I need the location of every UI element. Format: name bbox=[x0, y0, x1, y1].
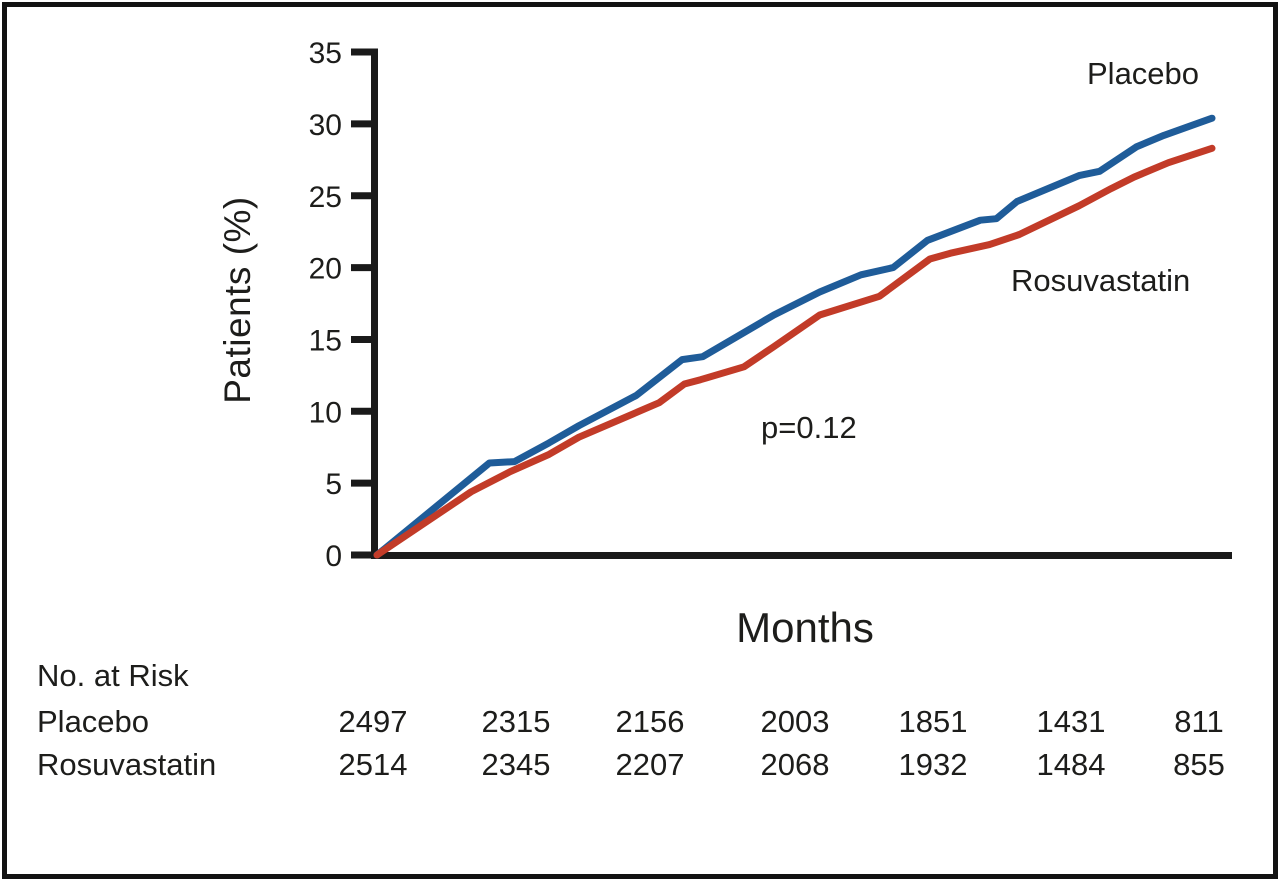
rosuvastatin-curve-label: Rosuvastatin bbox=[1011, 263, 1191, 298]
y-tick-label: 10 bbox=[309, 396, 342, 429]
risk-count: 811 bbox=[1174, 704, 1224, 739]
risk-table-header: No. at Risk bbox=[37, 658, 189, 693]
y-tick-label: 35 bbox=[309, 37, 342, 70]
risk-count: 1851 bbox=[898, 704, 968, 739]
risk-count: 1932 bbox=[898, 747, 968, 782]
p-value-annotation: p=0.12 bbox=[761, 410, 857, 445]
risk-count: 2497 bbox=[338, 704, 408, 739]
placebo-curve-label: Placebo bbox=[1087, 56, 1200, 91]
risk-count: 2514 bbox=[338, 747, 408, 782]
risk-count: 2315 bbox=[481, 704, 551, 739]
risk-row-label-rosuvastatin: Rosuvastatin bbox=[37, 747, 217, 782]
risk-count: 2068 bbox=[760, 747, 830, 782]
y-tick-label: 20 bbox=[309, 253, 342, 286]
risk-count: 1431 bbox=[1036, 704, 1106, 739]
y-axis-title: Patients (%) bbox=[217, 196, 258, 404]
risk-count: 2345 bbox=[481, 747, 551, 782]
y-tick-label: 5 bbox=[325, 468, 342, 501]
risk-count: 2207 bbox=[615, 747, 685, 782]
risk-count: 1484 bbox=[1036, 747, 1106, 782]
y-tick-label: 25 bbox=[309, 181, 342, 214]
risk-count: 855 bbox=[1173, 747, 1225, 782]
y-tick-label: 15 bbox=[309, 324, 342, 357]
y-tick-label: 30 bbox=[309, 109, 342, 142]
y-tick-label: 0 bbox=[325, 540, 342, 573]
rosuvastatin-curve bbox=[373, 144, 1216, 559]
risk-count: 2156 bbox=[615, 704, 685, 739]
placebo-curve bbox=[373, 114, 1216, 559]
risk-row-label-placebo: Placebo bbox=[37, 704, 150, 739]
x-axis-title: Months bbox=[736, 604, 874, 651]
risk-count: 2003 bbox=[760, 704, 830, 739]
